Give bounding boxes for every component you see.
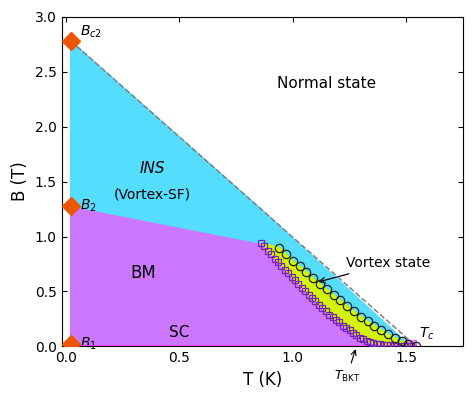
- Polygon shape: [261, 243, 416, 346]
- Polygon shape: [71, 41, 411, 346]
- Text: (Vortex-SF): (Vortex-SF): [114, 187, 191, 201]
- Y-axis label: B (T): B (T): [11, 162, 29, 202]
- Text: $B_1$: $B_1$: [80, 336, 96, 352]
- Text: SC: SC: [169, 324, 190, 340]
- Text: $B_2$: $B_2$: [80, 198, 96, 214]
- Text: $T_c$: $T_c$: [419, 326, 434, 342]
- Text: BM: BM: [130, 264, 156, 282]
- Polygon shape: [71, 340, 416, 346]
- Text: INS: INS: [139, 161, 165, 176]
- Text: Normal state: Normal state: [277, 76, 376, 91]
- Text: $T_{\rm BKT}$: $T_{\rm BKT}$: [334, 350, 361, 384]
- Text: Vortex state: Vortex state: [319, 256, 430, 283]
- Text: $B_{c2}$: $B_{c2}$: [80, 23, 102, 40]
- Polygon shape: [71, 206, 416, 346]
- X-axis label: T (K): T (K): [243, 371, 282, 389]
